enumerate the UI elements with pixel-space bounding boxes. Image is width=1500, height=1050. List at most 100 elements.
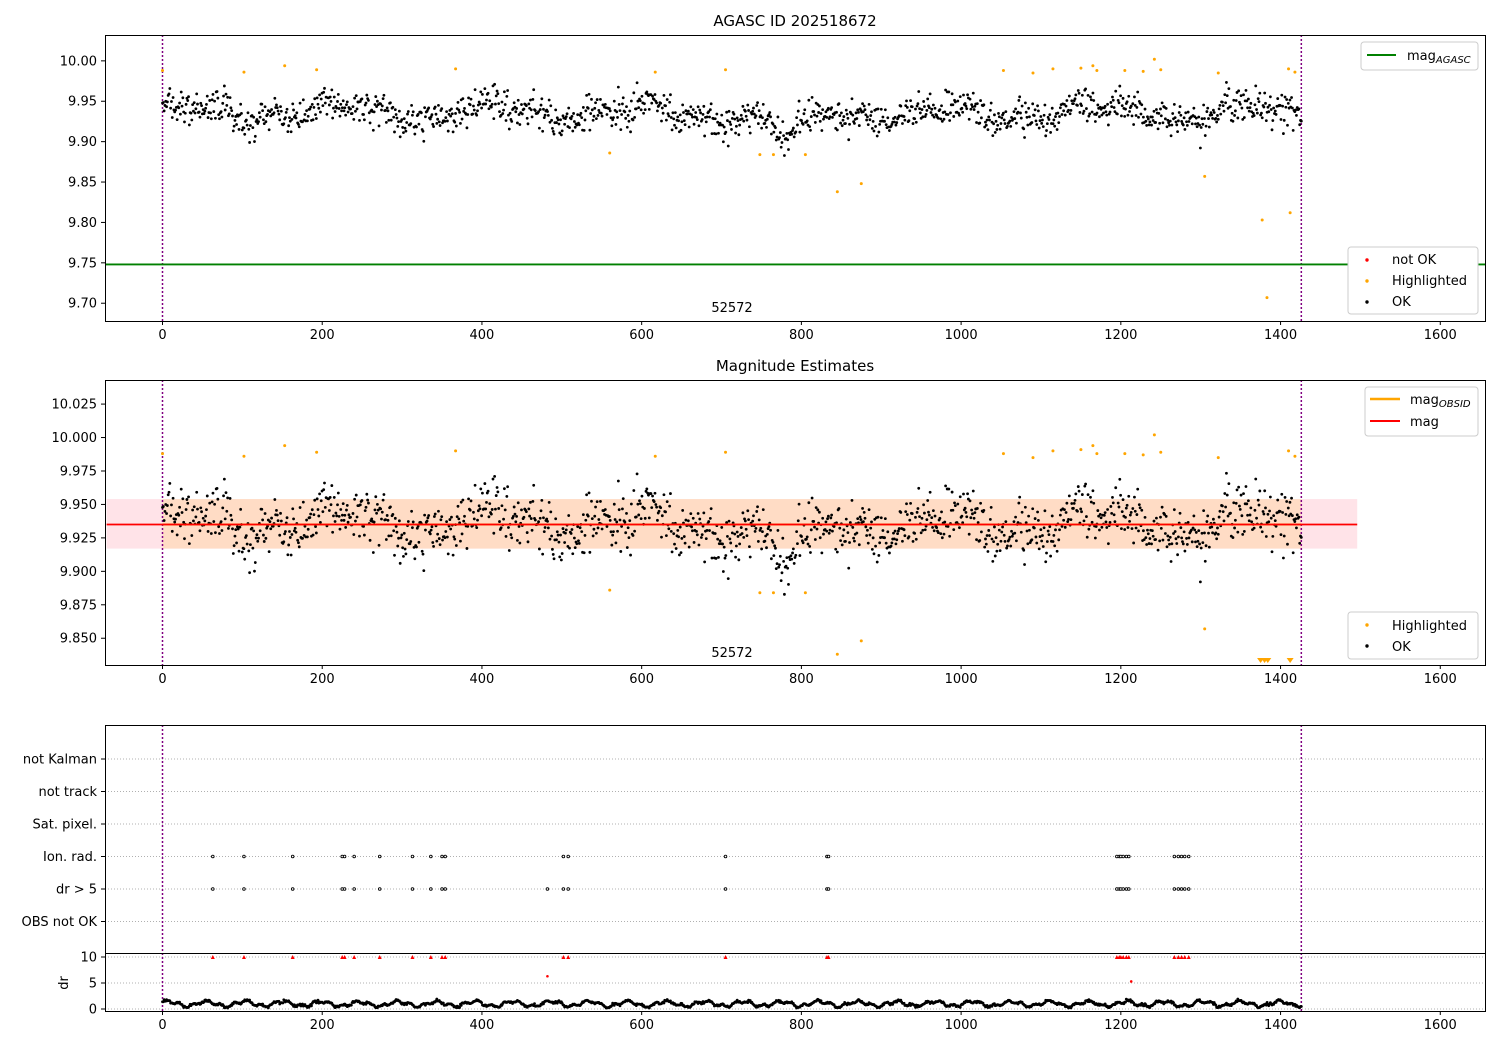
ok-point <box>592 527 596 531</box>
ok-point <box>1116 98 1120 102</box>
ok-point <box>866 528 869 532</box>
ok-point <box>1268 103 1271 107</box>
ok-point <box>901 539 904 543</box>
ok-point <box>956 502 960 506</box>
ok-point <box>780 571 784 575</box>
ok-point <box>1103 511 1107 515</box>
ok-point <box>1069 518 1073 522</box>
ok-point <box>1114 89 1118 93</box>
ok-point <box>1045 551 1048 555</box>
ok-point <box>953 504 957 507</box>
ok-point <box>550 534 554 538</box>
ok-point <box>968 499 972 503</box>
ok-point <box>976 521 980 524</box>
ok-point <box>347 513 351 517</box>
ok-point <box>1207 117 1210 120</box>
ok-point <box>447 112 451 116</box>
ok-point <box>953 501 956 505</box>
ok-point <box>264 536 268 540</box>
ok-point <box>1085 119 1089 123</box>
ok-point <box>295 111 299 115</box>
ok-point <box>785 556 789 560</box>
ok-point <box>475 113 479 117</box>
ok-point <box>984 120 987 124</box>
ok-point <box>161 101 165 104</box>
ok-point <box>564 531 567 535</box>
ok-point <box>950 490 954 494</box>
ok-point <box>504 534 508 538</box>
ok-point <box>298 506 302 509</box>
ok-point <box>1065 99 1069 102</box>
ok-point <box>769 115 772 119</box>
ok-point <box>1032 526 1036 530</box>
ok-point <box>718 539 722 543</box>
ok-point <box>520 112 524 116</box>
ok-point <box>1258 91 1262 95</box>
ok-point <box>487 515 491 519</box>
ok-point <box>463 514 466 518</box>
ok-point <box>425 519 429 523</box>
ok-point <box>1034 119 1038 123</box>
ok-point <box>220 529 224 532</box>
ok-point <box>379 507 383 511</box>
ok-point <box>761 508 765 512</box>
ok-point <box>1229 511 1232 515</box>
ok-point <box>451 130 455 134</box>
ok-point <box>372 110 376 114</box>
ok-point <box>1037 547 1041 551</box>
ok-point <box>1022 127 1026 131</box>
ok-point <box>1051 122 1055 126</box>
ok-point <box>1283 495 1287 499</box>
ok-point <box>449 527 453 531</box>
ok-point <box>226 95 230 99</box>
ok-point <box>1142 538 1146 542</box>
ok-point <box>645 90 649 94</box>
ok-point <box>933 514 937 518</box>
ok-point <box>1247 519 1251 523</box>
ok-point <box>433 512 437 516</box>
ok-point <box>569 532 573 535</box>
ok-point <box>789 554 793 558</box>
ok-point <box>753 529 757 533</box>
ok-point <box>821 108 825 112</box>
ok-point <box>391 105 395 109</box>
ok-point <box>441 538 444 542</box>
ok-point <box>967 532 971 536</box>
ok-point <box>1094 525 1098 528</box>
ok-point <box>1293 520 1297 523</box>
ok-point <box>394 113 398 116</box>
ok-point <box>844 517 848 521</box>
ok-point <box>260 507 264 511</box>
ok-point <box>563 122 567 126</box>
ok-point <box>1073 97 1077 101</box>
ok-point <box>1023 563 1026 566</box>
ok-point <box>754 114 758 118</box>
ok-point <box>740 532 744 535</box>
ok-point <box>1182 116 1186 120</box>
ok-point <box>492 531 496 535</box>
flag-point <box>1176 854 1181 859</box>
ok-point <box>1120 114 1123 118</box>
ok-point <box>384 121 388 124</box>
ok-point <box>1076 103 1079 107</box>
ok-point <box>354 94 358 97</box>
ok-point <box>411 110 415 114</box>
ok-point <box>309 105 313 109</box>
ok-point <box>1119 493 1123 497</box>
ok-point <box>1145 543 1149 546</box>
ok-point <box>181 497 185 501</box>
ok-point <box>776 115 780 119</box>
y-tick-label: 9.850 <box>60 632 97 647</box>
ok-point <box>199 506 203 510</box>
ok-point <box>801 122 805 126</box>
highlighted-point <box>1123 452 1127 456</box>
ok-point <box>305 518 308 522</box>
ok-point <box>966 492 969 496</box>
dr-clipped-marker <box>1172 955 1177 959</box>
ok-point <box>1155 108 1158 111</box>
ok-point <box>308 107 312 111</box>
ok-point <box>624 116 628 120</box>
category-label: Ion. rad. <box>43 850 97 865</box>
ok-point <box>440 107 444 111</box>
ok-point <box>1004 110 1008 114</box>
